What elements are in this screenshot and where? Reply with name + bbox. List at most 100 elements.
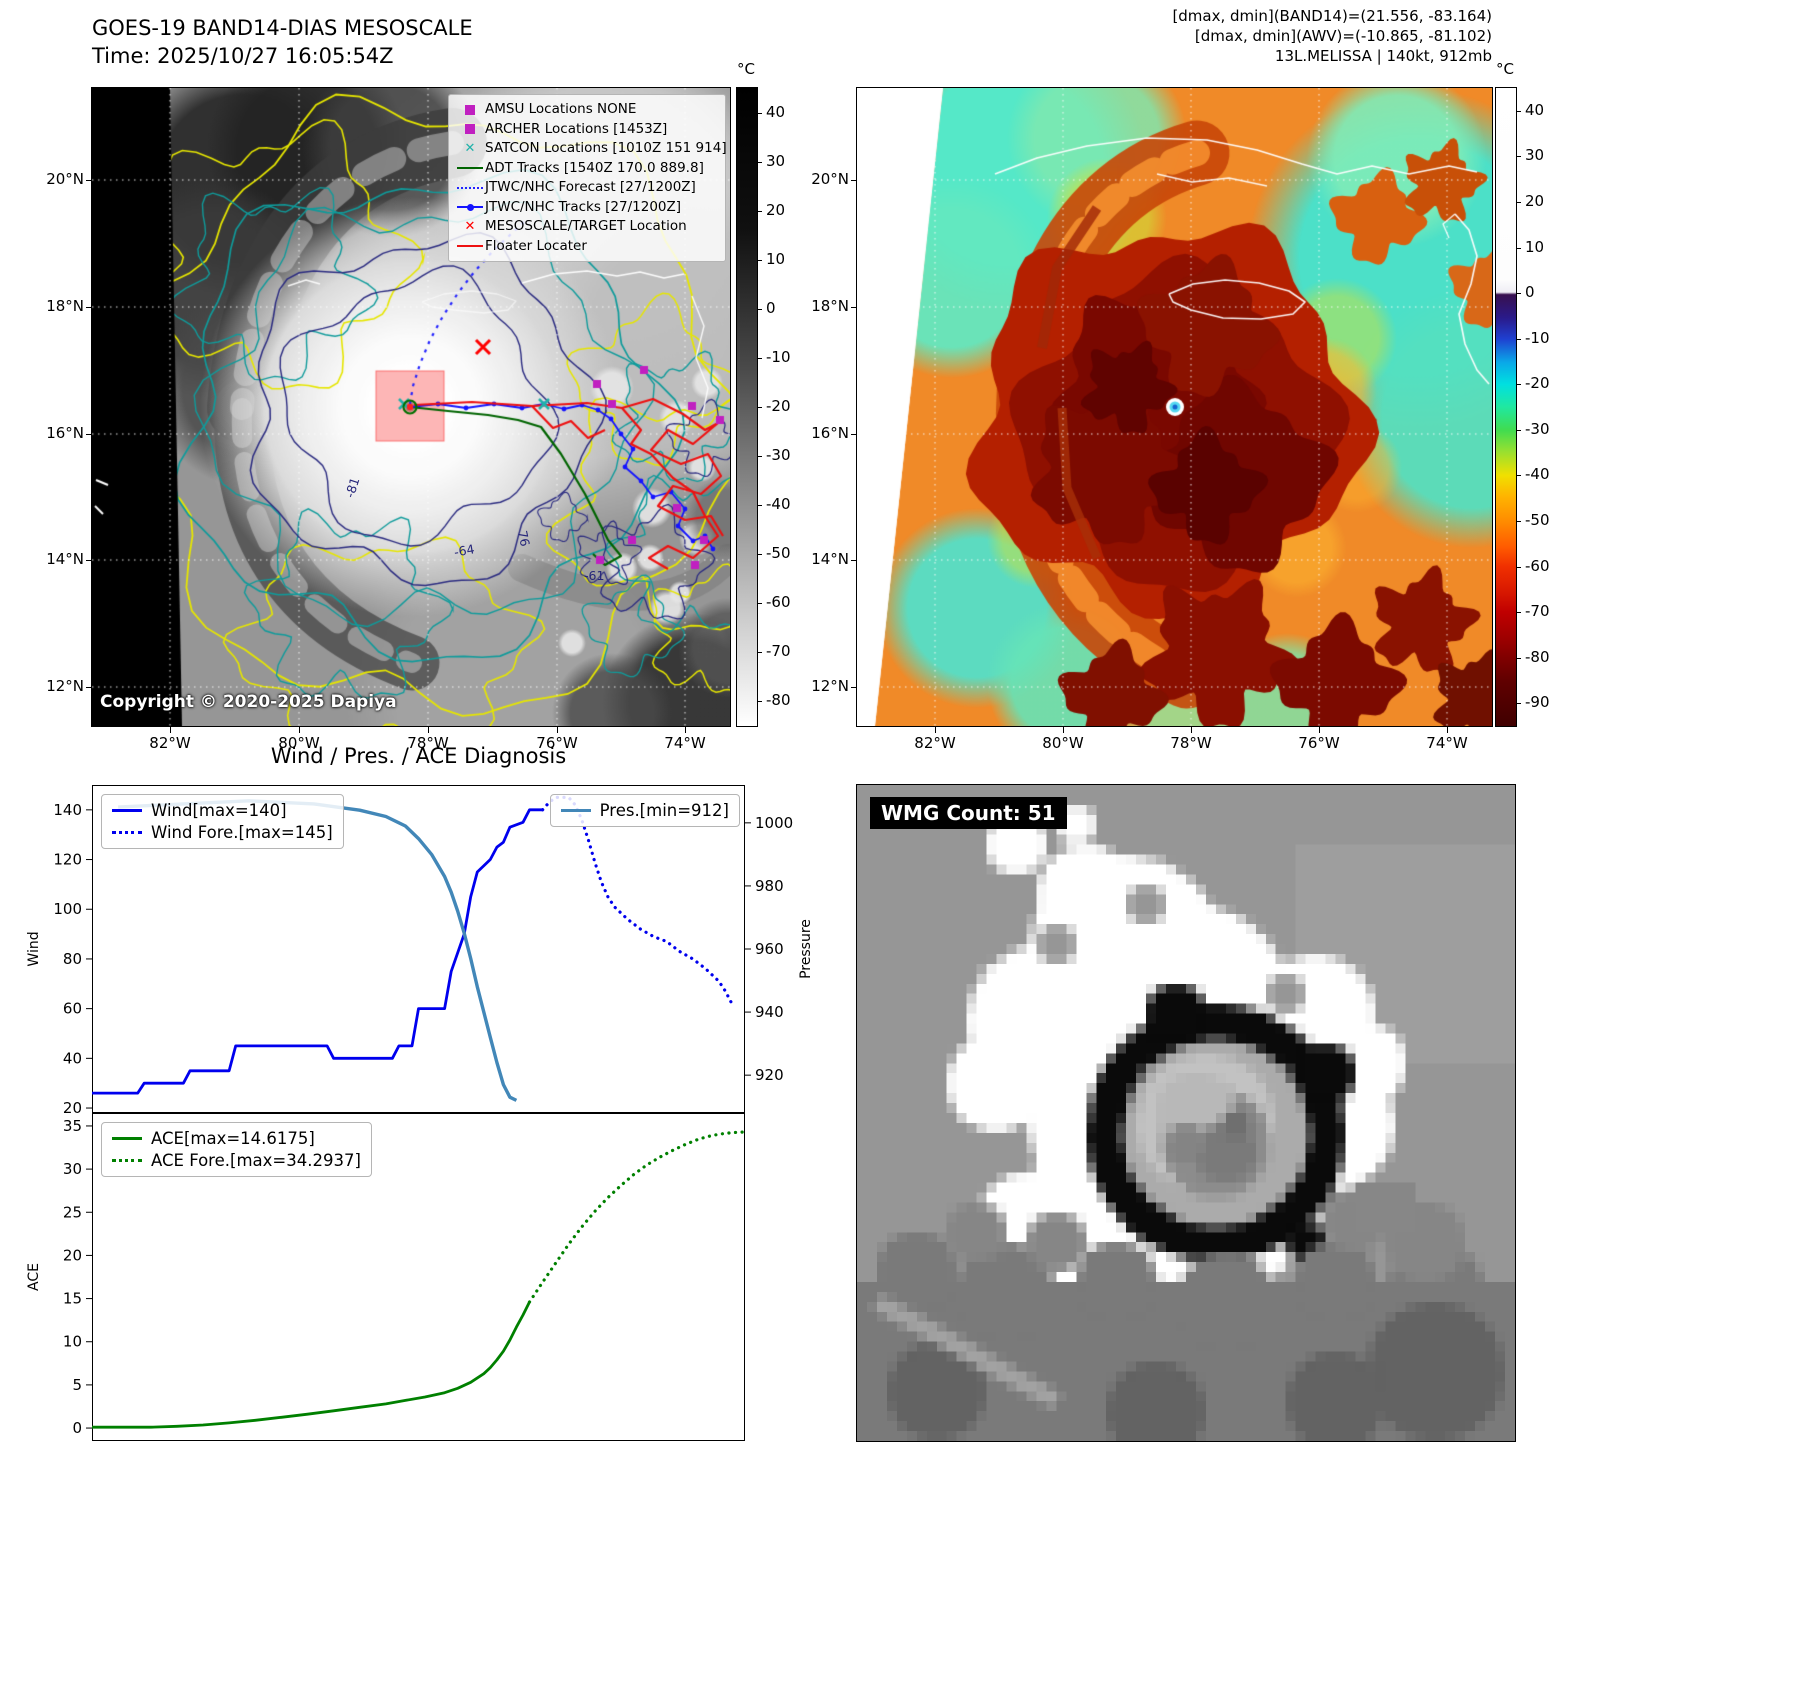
map-x-tick: 74°W bbox=[1426, 734, 1468, 752]
map-x-tickmark bbox=[1319, 727, 1320, 733]
colorbar-tick: -40 bbox=[766, 495, 791, 514]
line-marker-icon bbox=[455, 245, 485, 248]
chart-legend-item: Wind[max=140] bbox=[112, 801, 333, 820]
dotted-line-glyph bbox=[457, 186, 483, 189]
legend-item: ✕ MESOSCALE/TARGET Location bbox=[455, 217, 719, 237]
chart-legend-label: Pres.[min=912] bbox=[599, 801, 729, 820]
map-x-tick: 78°W bbox=[407, 734, 449, 752]
ace-chart: 0 5 10 15 20 25 30 35 ACE[max=14.6175] ACE Fore.[… bbox=[63, 1113, 747, 1441]
map-y-tickmark bbox=[86, 560, 92, 561]
colorbar-tick: -40 bbox=[1525, 465, 1550, 484]
left-map-subtitle: Time: 2025/10/27 16:05:54Z bbox=[92, 44, 394, 68]
map-y-tick: 16°N bbox=[46, 424, 84, 442]
map-y-tickmark bbox=[86, 687, 92, 688]
right-map-header: [dmax, dmin](BAND14)=(21.556, -83.164) [… bbox=[892, 6, 1492, 66]
colorbar-tick: 40 bbox=[766, 102, 786, 121]
diagnosis-title: Wind / Pres. / ACE Diagnosis bbox=[270, 744, 567, 768]
colorbar-tickmark bbox=[1516, 338, 1521, 340]
band14-colorbar bbox=[736, 87, 758, 727]
header-line-3: 13L.MELISSA | 140kt, 912mb bbox=[1274, 47, 1492, 65]
svg-text:0: 0 bbox=[72, 1419, 82, 1437]
square-glyph bbox=[465, 104, 475, 115]
legend-item: AMSU Locations NONE bbox=[455, 100, 719, 120]
square-glyph bbox=[465, 124, 475, 135]
map-x-tickmark bbox=[170, 727, 171, 733]
square-marker-icon bbox=[455, 124, 485, 135]
map-x-tick: 80°W bbox=[278, 734, 320, 752]
svg-text:120: 120 bbox=[53, 851, 82, 869]
line-marker-icon bbox=[455, 167, 485, 170]
pressure-axis-label: Pressure bbox=[798, 919, 814, 979]
colorbar-tickmark bbox=[1516, 475, 1521, 477]
map-x-tick: 76°W bbox=[1298, 734, 1340, 752]
chart-legend-label: ACE Fore.[max=34.2937] bbox=[151, 1151, 361, 1170]
colorbar-tickmark bbox=[757, 161, 762, 163]
colorbar-tickmark bbox=[757, 210, 762, 212]
map-x-tick: 78°W bbox=[1170, 734, 1212, 752]
map-y-tickmark bbox=[851, 180, 857, 181]
map-x-tick: 76°W bbox=[536, 734, 578, 752]
line-sample-icon bbox=[112, 809, 142, 812]
svg-text:960: 960 bbox=[755, 940, 784, 958]
colorbar-tick: 30 bbox=[766, 151, 786, 170]
line-sample-icon bbox=[560, 809, 591, 812]
colorbar-tickmark bbox=[1516, 612, 1521, 614]
colorbar-tick: -20 bbox=[1525, 374, 1550, 393]
contour-label: 76 bbox=[514, 529, 533, 548]
colorbar-tick: -10 bbox=[766, 347, 791, 366]
wmg-panel: WMG Count: 51 bbox=[856, 784, 1516, 1442]
colorbar-tick: -30 bbox=[1525, 419, 1550, 438]
chart-legend-item: Wind Fore.[max=145] bbox=[112, 823, 333, 842]
colorbar-tickmark bbox=[757, 554, 762, 556]
colorbar-tickmark bbox=[1516, 247, 1521, 249]
copyright-text: Copyright © 2020-2025 Dapiya bbox=[100, 692, 397, 712]
x-glyph: ✕ bbox=[464, 141, 476, 156]
x-marker-icon: ✕ bbox=[455, 139, 485, 159]
map-x-tickmark bbox=[557, 727, 558, 733]
awv-map-panel bbox=[856, 87, 1493, 727]
line-marker-glyph bbox=[457, 203, 483, 211]
colorbar-tick: -10 bbox=[1525, 328, 1550, 347]
svg-text:5: 5 bbox=[72, 1376, 82, 1394]
legend-item: ✕ SATCON Locations [1010Z 151 914] bbox=[455, 139, 727, 159]
wind-pressure-chart: 20 40 60 80 100 120 140 920 940 960 980 1000 Wind[ma… bbox=[53, 785, 793, 1117]
colorbar-tickmark bbox=[757, 259, 762, 261]
map-y-tickmark bbox=[851, 434, 857, 435]
map-x-tick: 80°W bbox=[1042, 734, 1084, 752]
colorbar-tick: -60 bbox=[1525, 556, 1550, 575]
legend-item-label: SATCON Locations [1010Z 151 914] bbox=[485, 140, 727, 156]
map-y-tickmark bbox=[851, 687, 857, 688]
svg-text:1000: 1000 bbox=[755, 814, 793, 832]
svg-text:980: 980 bbox=[755, 877, 784, 895]
legend-item-label: MESOSCALE/TARGET Location bbox=[485, 218, 687, 234]
svg-text:35: 35 bbox=[63, 1117, 82, 1135]
colorbar-tickmark bbox=[1516, 384, 1521, 386]
band14-map-panel: AMSU Locations NONE ARCHER Locations [145… bbox=[91, 87, 731, 727]
map-x-tickmark bbox=[935, 727, 936, 733]
wmg-pixel-image bbox=[857, 785, 1515, 1441]
map-x-tickmark bbox=[1191, 727, 1192, 733]
map-x-tick: 74°W bbox=[664, 734, 706, 752]
map-y-tick: 14°N bbox=[811, 550, 849, 568]
colorbar-tickmark bbox=[1516, 110, 1521, 112]
chart-legend: Pres.[min=912] bbox=[549, 794, 740, 827]
x-marker-icon: ✕ bbox=[455, 217, 485, 237]
svg-text:60: 60 bbox=[63, 1000, 82, 1018]
legend-item-label: JTWC/NHC Tracks [27/1200Z] bbox=[485, 198, 682, 215]
colorbar-tick: 0 bbox=[766, 298, 776, 317]
map-x-tickmark bbox=[428, 727, 429, 733]
map-y-tickmark bbox=[86, 434, 92, 435]
line-marker-marker-icon bbox=[455, 203, 485, 211]
colorbar-tickmark bbox=[1516, 293, 1521, 295]
map-y-tickmark bbox=[86, 180, 92, 181]
svg-text:140: 140 bbox=[53, 801, 82, 819]
map-x-tick: 82°W bbox=[914, 734, 956, 752]
legend-item-label: AMSU Locations NONE bbox=[485, 101, 637, 117]
map-y-tick: 14°N bbox=[46, 550, 84, 568]
square-marker-icon bbox=[455, 104, 485, 115]
colorbar-tick: -70 bbox=[766, 642, 791, 661]
chart-legend: Wind[max=140] Wind Fore.[max=145] bbox=[101, 794, 344, 849]
contour-label: -61 bbox=[584, 568, 605, 583]
legend-item: ARCHER Locations [1453Z] bbox=[455, 120, 719, 140]
colorbar-tickmark bbox=[1516, 429, 1521, 431]
